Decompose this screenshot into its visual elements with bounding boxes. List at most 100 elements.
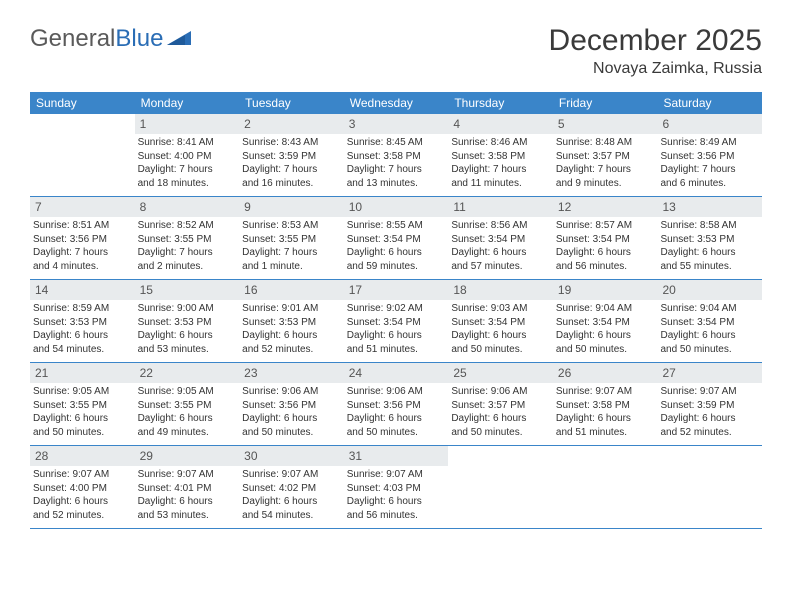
day-cell: 3Sunrise: 8:45 AMSunset: 3:58 PMDaylight… <box>344 114 449 196</box>
day-cell: 24Sunrise: 9:06 AMSunset: 3:56 PMDayligh… <box>344 363 449 445</box>
day-number: 13 <box>657 197 762 217</box>
day-info-line: Daylight: 6 hours <box>33 495 132 509</box>
day-cell <box>657 446 762 528</box>
day-number: 21 <box>30 363 135 383</box>
day-info-line: Sunset: 3:53 PM <box>660 233 759 247</box>
week-row: 7Sunrise: 8:51 AMSunset: 3:56 PMDaylight… <box>30 197 762 280</box>
day-info-line: and 54 minutes. <box>33 343 132 357</box>
day-number: 18 <box>448 280 553 300</box>
day-info-line: and 50 minutes. <box>347 426 446 440</box>
day-cell: 22Sunrise: 9:05 AMSunset: 3:55 PMDayligh… <box>135 363 240 445</box>
day-number: 7 <box>30 197 135 217</box>
day-info-line: Daylight: 6 hours <box>451 412 550 426</box>
week-row: 21Sunrise: 9:05 AMSunset: 3:55 PMDayligh… <box>30 363 762 446</box>
day-number: 12 <box>553 197 658 217</box>
logo-triangle-icon <box>167 26 193 54</box>
calendar-table: Sunday Monday Tuesday Wednesday Thursday… <box>30 92 762 529</box>
day-number: 26 <box>553 363 658 383</box>
day-info-line: Sunrise: 9:07 AM <box>242 468 341 482</box>
day-info-line: and 6 minutes. <box>660 177 759 191</box>
day-info-line: Sunrise: 8:55 AM <box>347 219 446 233</box>
day-info-line: Sunrise: 9:05 AM <box>33 385 132 399</box>
day-info-line: Daylight: 6 hours <box>33 329 132 343</box>
day-cell: 25Sunrise: 9:06 AMSunset: 3:57 PMDayligh… <box>448 363 553 445</box>
day-number: 9 <box>239 197 344 217</box>
day-info-line: Sunset: 3:54 PM <box>556 233 655 247</box>
day-info-line: Sunset: 3:59 PM <box>660 399 759 413</box>
day-cell: 9Sunrise: 8:53 AMSunset: 3:55 PMDaylight… <box>239 197 344 279</box>
day-info-line: and 50 minutes. <box>451 343 550 357</box>
day-info-line: Daylight: 6 hours <box>138 329 237 343</box>
day-info-line: Daylight: 6 hours <box>556 329 655 343</box>
day-number: 29 <box>135 446 240 466</box>
day-cell: 5Sunrise: 8:48 AMSunset: 3:57 PMDaylight… <box>553 114 658 196</box>
day-info-line: Sunrise: 8:45 AM <box>347 136 446 150</box>
day-info-line: Sunrise: 8:46 AM <box>451 136 550 150</box>
day-cell <box>553 446 658 528</box>
day-info-line: Daylight: 7 hours <box>347 163 446 177</box>
day-info-line: and 2 minutes. <box>138 260 237 274</box>
day-info-line: Daylight: 6 hours <box>660 412 759 426</box>
day-info-line: and 52 minutes. <box>242 343 341 357</box>
day-info-line: Sunset: 3:54 PM <box>347 316 446 330</box>
day-cell: 29Sunrise: 9:07 AMSunset: 4:01 PMDayligh… <box>135 446 240 528</box>
day-info-line: Daylight: 7 hours <box>451 163 550 177</box>
day-info-line: and 49 minutes. <box>138 426 237 440</box>
day-info-line: Sunrise: 8:41 AM <box>138 136 237 150</box>
day-info-line: Sunrise: 9:07 AM <box>556 385 655 399</box>
day-cell: 26Sunrise: 9:07 AMSunset: 3:58 PMDayligh… <box>553 363 658 445</box>
day-info-line: Daylight: 6 hours <box>242 412 341 426</box>
location-label: Novaya Zaimka, Russia <box>549 60 762 78</box>
day-info-line: Sunset: 3:54 PM <box>660 316 759 330</box>
day-info-line: Sunset: 3:56 PM <box>347 399 446 413</box>
day-info-line: and 59 minutes. <box>347 260 446 274</box>
day-number: 17 <box>344 280 449 300</box>
day-info-line: Sunrise: 9:07 AM <box>138 468 237 482</box>
day-info-line: and 51 minutes. <box>556 426 655 440</box>
day-info-line: Daylight: 6 hours <box>660 329 759 343</box>
day-info-line: Sunset: 3:53 PM <box>33 316 132 330</box>
day-cell: 16Sunrise: 9:01 AMSunset: 3:53 PMDayligh… <box>239 280 344 362</box>
day-info-line: Sunrise: 9:01 AM <box>242 302 341 316</box>
logo-text-gray: General <box>30 25 115 53</box>
day-info-line: and 52 minutes. <box>33 509 132 523</box>
day-info-line: and 56 minutes. <box>556 260 655 274</box>
day-info-line: Daylight: 6 hours <box>242 329 341 343</box>
day-number: 14 <box>30 280 135 300</box>
day-info-line: Sunset: 3:58 PM <box>347 150 446 164</box>
day-cell: 10Sunrise: 8:55 AMSunset: 3:54 PMDayligh… <box>344 197 449 279</box>
week-row: 28Sunrise: 9:07 AMSunset: 4:00 PMDayligh… <box>30 446 762 529</box>
day-number: 22 <box>135 363 240 383</box>
day-cell: 14Sunrise: 8:59 AMSunset: 3:53 PMDayligh… <box>30 280 135 362</box>
day-info-line: and 50 minutes. <box>451 426 550 440</box>
day-info-line: Daylight: 7 hours <box>138 163 237 177</box>
day-info-line: Sunset: 3:57 PM <box>451 399 550 413</box>
day-info-line: and 53 minutes. <box>138 343 237 357</box>
day-info-line: and 50 minutes. <box>660 343 759 357</box>
day-info-line: and 50 minutes. <box>242 426 341 440</box>
day-cell: 12Sunrise: 8:57 AMSunset: 3:54 PMDayligh… <box>553 197 658 279</box>
day-info-line: and 13 minutes. <box>347 177 446 191</box>
day-info-line: Sunrise: 8:53 AM <box>242 219 341 233</box>
day-info-line: and 51 minutes. <box>347 343 446 357</box>
day-info-line: Sunset: 3:59 PM <box>242 150 341 164</box>
day-info-line: Daylight: 7 hours <box>556 163 655 177</box>
day-cell: 28Sunrise: 9:07 AMSunset: 4:00 PMDayligh… <box>30 446 135 528</box>
day-info-line: Daylight: 6 hours <box>347 412 446 426</box>
day-info-line: Daylight: 7 hours <box>660 163 759 177</box>
day-info-line: Daylight: 7 hours <box>138 246 237 260</box>
day-info-line: Daylight: 7 hours <box>242 163 341 177</box>
day-info-line: Sunrise: 8:43 AM <box>242 136 341 150</box>
day-number: 20 <box>657 280 762 300</box>
day-cell: 27Sunrise: 9:07 AMSunset: 3:59 PMDayligh… <box>657 363 762 445</box>
day-info-line: Daylight: 6 hours <box>138 412 237 426</box>
day-number: 6 <box>657 114 762 134</box>
weekday-tuesday: Tuesday <box>239 92 344 114</box>
day-cell: 17Sunrise: 9:02 AMSunset: 3:54 PMDayligh… <box>344 280 449 362</box>
day-cell: 8Sunrise: 8:52 AMSunset: 3:55 PMDaylight… <box>135 197 240 279</box>
day-info-line: Sunset: 4:00 PM <box>138 150 237 164</box>
day-info-line: Sunrise: 8:51 AM <box>33 219 132 233</box>
weekday-monday: Monday <box>135 92 240 114</box>
day-info-line: and 55 minutes. <box>660 260 759 274</box>
day-info-line: Sunset: 3:56 PM <box>242 399 341 413</box>
